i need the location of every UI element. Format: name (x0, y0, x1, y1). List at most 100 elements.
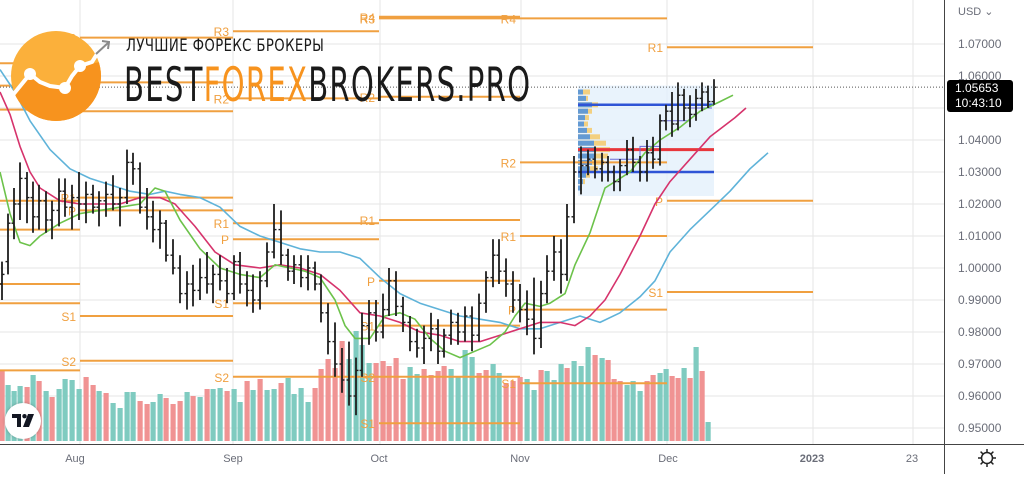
volume-bar (264, 390, 270, 441)
price-tick-label: 1.00000 (958, 261, 1002, 275)
volume-bar (558, 364, 564, 441)
pivot-label: S2 (214, 371, 229, 385)
volume-bar (571, 361, 577, 441)
ohlc-bar (448, 309, 454, 345)
ohlc-bar (130, 152, 136, 185)
volume-bar (386, 366, 392, 441)
vp-row-sell (578, 89, 590, 95)
pivot-label: S1 (648, 286, 663, 300)
ohlc-bar (339, 348, 345, 393)
ohlc-bar (386, 268, 392, 316)
chart-settings-button[interactable] (975, 446, 999, 470)
time-tick-label: 23 (906, 453, 918, 465)
ohlc-bar (611, 165, 617, 192)
ohlc-bar (56, 178, 62, 227)
ohlc-bar (150, 200, 156, 243)
ohlc-bar (441, 328, 447, 358)
volume-bar (510, 381, 516, 441)
volume-bar (599, 358, 605, 441)
price-axis[interactable]: 1.070001.060001.050001.040001.030001.020… (944, 0, 1002, 474)
ohlc-bar (124, 149, 130, 204)
volume-bar (332, 368, 338, 441)
volume-bar (644, 381, 650, 441)
ohlc-bar (190, 264, 196, 307)
price-tick-label: 0.97000 (958, 357, 1002, 371)
vp-row-buy (578, 140, 594, 146)
volume-bar (278, 383, 284, 441)
pivot-label: R2 (360, 91, 376, 105)
volume-bar (630, 381, 636, 441)
volume-bar (407, 367, 413, 441)
ohlc-bar (496, 239, 502, 284)
volume-bar (503, 383, 509, 441)
volume-bar (490, 364, 496, 441)
volume-bar (90, 385, 96, 441)
ohlc-bar (462, 306, 468, 342)
ohlc-bar (76, 172, 82, 220)
pivot-label: S1 (501, 377, 516, 391)
time-axis[interactable]: Aug Sep Oct Nov Dec 2023 23 (0, 444, 1024, 466)
ohlc-bar (285, 248, 291, 281)
ohlc-bar (291, 255, 297, 284)
vp-row-buy (578, 134, 590, 140)
ohlc-bar (592, 146, 598, 179)
ohlc-bar (564, 204, 570, 281)
pivot-label: P (221, 233, 229, 247)
ohlc-bar (687, 95, 693, 128)
volume-bar (538, 370, 544, 441)
ohlc-bar (325, 303, 331, 355)
ohlc-bar (517, 284, 523, 323)
ohlc-bar (271, 204, 277, 259)
ohlc-bar (177, 255, 183, 304)
volume-bar (56, 389, 62, 441)
ohlc-bar (675, 82, 681, 131)
volume-bar (285, 378, 291, 441)
ohlc-bar (571, 156, 577, 224)
pivot-label: R1 (648, 41, 664, 55)
currency-selector[interactable]: USD ⌄ (958, 5, 994, 18)
volume-bar (150, 402, 156, 441)
vp-row-buy (578, 172, 586, 178)
volume-bar (291, 394, 297, 441)
volume-bar (617, 381, 623, 441)
pivot-points: R3R2R1PS1S2R3R2R1R1PS1S2R3R2R1PS1S2R4R3R… (0, 11, 813, 431)
last-price-value: 1.05653 (955, 81, 999, 95)
ohlc-bar (237, 252, 243, 294)
last-price-tag: 1.05653 10:43:10 (947, 80, 1013, 112)
ohlc-bar (250, 274, 256, 313)
time-tick-label: 2023 (800, 453, 824, 465)
volume-bar (76, 389, 82, 441)
ma-slow-line (0, 69, 769, 330)
ohlc-bar (49, 200, 55, 240)
pivot-label: S1 (360, 417, 375, 431)
ohlc-bar (428, 312, 434, 352)
gear-icon (978, 449, 996, 467)
time-tick-label: Oct (370, 453, 387, 465)
volume-bar (693, 347, 699, 441)
volume-bar (544, 371, 550, 441)
volume-bar (96, 391, 102, 441)
price-tick-label: 0.99000 (958, 293, 1002, 307)
volume-bar (224, 391, 230, 441)
volume-bar (455, 377, 461, 441)
ohlc-bar (503, 258, 509, 297)
volume-bar (103, 393, 109, 441)
ohlc-bar (644, 140, 650, 182)
ohlc-bar (110, 175, 116, 211)
volume-bar (197, 397, 203, 441)
ohlc-bar (353, 357, 359, 416)
pivot-label: R2 (61, 76, 77, 90)
ohlc-bar (366, 300, 372, 345)
ohlc-bar (373, 300, 379, 342)
tradingview-logo[interactable] (5, 403, 41, 439)
ohlc-bar (407, 316, 413, 352)
volume-bar (190, 396, 196, 441)
ohlc-bar (359, 312, 365, 377)
pivot-label: R3 (214, 25, 230, 39)
ohlc-bar (332, 322, 338, 377)
volume-bar (675, 378, 681, 441)
volume-bar (137, 401, 143, 441)
ohlc-bar (5, 213, 11, 275)
